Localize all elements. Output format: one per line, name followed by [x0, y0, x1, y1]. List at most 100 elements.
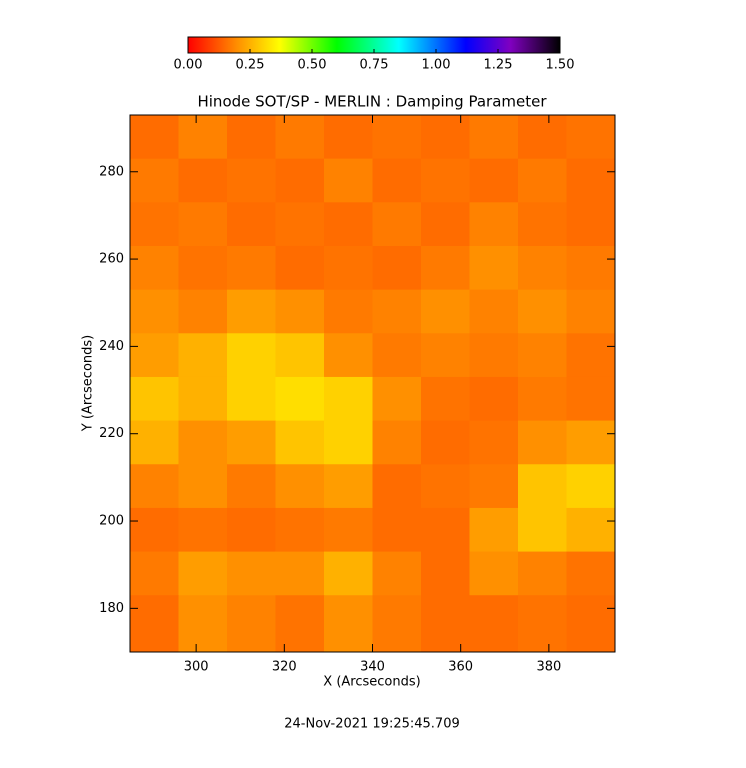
heatmap-cell	[469, 507, 519, 553]
heatmap-cell	[324, 507, 373, 553]
heatmap-cell	[324, 595, 373, 653]
heatmap-cell	[275, 420, 325, 465]
y-tick-label: 220	[99, 426, 124, 441]
heatmap-cell	[275, 115, 325, 160]
heatmap-cell	[421, 420, 470, 465]
heatmap-cell	[275, 158, 325, 203]
heatmap-cell	[324, 289, 373, 334]
y-axis-label: Y (Arcseconds)	[81, 335, 96, 432]
heatmap-cell	[227, 202, 276, 247]
y-tick-label: 240	[99, 339, 124, 354]
heatmap-cell	[130, 551, 179, 596]
heatmap-cell	[324, 376, 373, 422]
y-tick-label: 180	[99, 601, 124, 616]
heatmap-cell	[566, 289, 616, 334]
heatmap-cell	[227, 595, 276, 653]
heatmap-cell	[178, 115, 228, 160]
heatmap-cell	[130, 202, 179, 247]
heatmap-cell	[518, 464, 567, 509]
x-tick-label: 300	[184, 660, 209, 675]
heatmap-cell	[566, 115, 616, 160]
x-tick-label: 340	[360, 660, 385, 675]
heatmap-cell	[275, 551, 325, 596]
heatmap-cell	[178, 595, 228, 653]
x-axis-label: X (Arcseconds)	[323, 675, 420, 690]
colorbar-tick-label: 0.75	[360, 58, 389, 73]
heatmap-cell	[227, 551, 276, 596]
heatmap-cell	[130, 595, 179, 653]
heatmap-cell	[518, 551, 567, 596]
heatmap-cell	[178, 333, 228, 378]
heatmap-cell	[227, 115, 276, 160]
heatmap-cell	[372, 420, 422, 465]
heatmap-cell	[324, 115, 373, 160]
heatmap-cell	[178, 507, 228, 553]
heatmap-cell	[372, 551, 422, 596]
heatmap-cell	[469, 245, 519, 291]
heatmap-cell	[421, 245, 470, 291]
heatmap-cell	[275, 245, 325, 291]
colorbar-tick-label: 0.50	[298, 58, 327, 73]
heatmap-cell	[566, 333, 616, 378]
heatmap-cell	[421, 115, 470, 160]
heatmap-cell	[469, 158, 519, 203]
heatmap-cell	[178, 289, 228, 334]
heatmap-cell	[372, 376, 422, 422]
heatmap-cell	[372, 245, 422, 291]
heatmap-cell	[275, 464, 325, 509]
colorbar-tick-label: 1.00	[422, 58, 451, 73]
heatmap-cell	[566, 376, 616, 422]
heatmap-cell	[566, 158, 616, 203]
x-tick-label: 360	[448, 660, 473, 675]
heatmap-cell	[178, 202, 228, 247]
colorbar-tick-label: 0.25	[236, 58, 265, 73]
heatmap-cell	[518, 333, 567, 378]
heatmap-cell	[178, 551, 228, 596]
heatmap-cell	[469, 289, 519, 334]
heatmap-cell	[421, 333, 470, 378]
footer: 24-Nov-2021 19:25:45.709	[284, 717, 460, 732]
heatmap-cell	[227, 289, 276, 334]
heatmap-cell	[275, 333, 325, 378]
heatmap-cell	[518, 595, 567, 653]
heatmap-cell	[275, 289, 325, 334]
heatmap-cell	[275, 202, 325, 247]
y-tick-label: 280	[99, 164, 124, 179]
heatmap-cell	[227, 420, 276, 465]
heatmap-cell	[566, 420, 616, 465]
heatmap	[130, 115, 616, 653]
heatmap-cell	[324, 202, 373, 247]
heatmap-cell	[421, 376, 470, 422]
heatmap-cell	[324, 158, 373, 203]
heatmap-cell	[372, 595, 422, 653]
y-tick-label: 200	[99, 514, 124, 529]
heatmap-cell	[178, 420, 228, 465]
heatmap-cell	[130, 464, 179, 509]
heatmap-cell	[518, 289, 567, 334]
heatmap-cell	[130, 333, 179, 378]
heatmap-cell	[324, 464, 373, 509]
heatmap-cell	[227, 333, 276, 378]
heatmap-cell	[372, 115, 422, 160]
heatmap-cell	[566, 245, 616, 291]
heatmap-cell	[324, 551, 373, 596]
heatmap-cell	[227, 245, 276, 291]
heatmap-cell	[518, 158, 567, 203]
heatmap-cell	[566, 464, 616, 509]
heatmap-cell	[421, 551, 470, 596]
heatmap-cell	[324, 333, 373, 378]
heatmap-cell	[421, 289, 470, 334]
heatmap-cell	[566, 551, 616, 596]
heatmap-cell	[421, 464, 470, 509]
heatmap-cell	[275, 507, 325, 553]
heatmap-cell	[324, 245, 373, 291]
heatmap-cell	[372, 289, 422, 334]
heatmap-cell	[227, 464, 276, 509]
chart-title: Hinode SOT/SP - MERLIN : Damping Paramet…	[197, 93, 547, 111]
y-tick-label: 260	[99, 252, 124, 267]
heatmap-cell	[372, 464, 422, 509]
heatmap-cell	[372, 333, 422, 378]
heatmap-cell	[130, 376, 179, 422]
heatmap-cell	[421, 202, 470, 247]
